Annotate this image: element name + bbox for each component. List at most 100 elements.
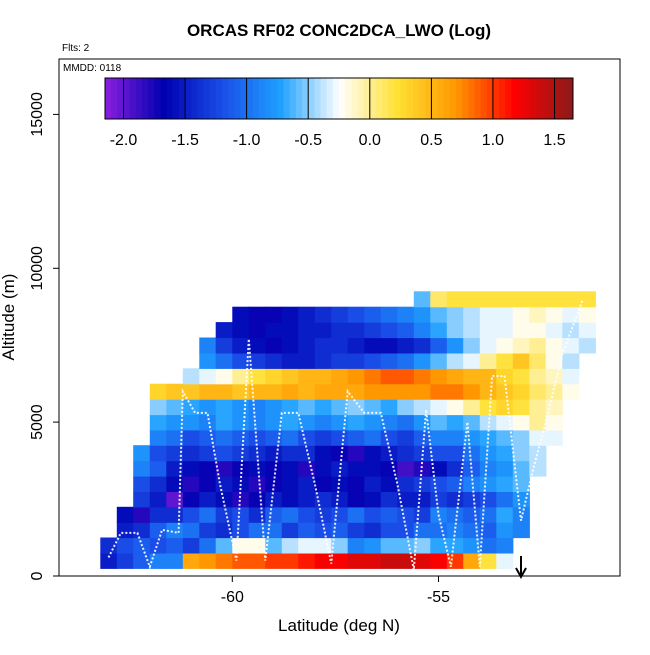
flight-track-layer [107,298,584,570]
colorbar-tick-label: -1.5 [171,132,199,149]
colorbar-segment [178,78,186,119]
heatmap-cell [182,429,200,446]
heatmap-cell [100,552,118,569]
heatmap-cell [446,491,464,508]
colorbar-segment [560,78,568,119]
heatmap-cell [430,429,448,446]
colorbar-segment [505,78,512,119]
heatmap-cell [380,491,398,508]
heatmap-cell [380,322,398,339]
heatmap-cell [364,414,382,431]
x-axis: -60 -55 [221,576,450,606]
heatmap-cell [331,337,349,354]
heatmap-cell [430,399,448,416]
heatmap-cell [182,383,200,400]
heatmap-cell [430,291,448,308]
heatmap-cell [463,414,481,431]
heatmap-cell [562,291,580,308]
heatmap-cell [397,337,415,354]
heatmap-cell [512,414,530,431]
heatmap-cell [232,399,250,416]
heatmap-cell [512,460,530,477]
chart-title: ORCAS RF02 CONC2DCA_LWO (Log) [187,21,491,40]
heatmap-cell [529,383,547,400]
heatmap-cell [314,491,332,508]
heatmap-cell [298,491,316,508]
heatmap-cell [397,306,415,323]
heatmap-cell [413,322,431,339]
heatmap-cell [512,399,530,416]
heatmap-cell [446,445,464,462]
heatmap-cell [479,322,497,339]
heatmap-cell [446,506,464,523]
heatmap-cell [512,429,530,446]
heatmap-cell [347,352,365,369]
heatmap-cell [430,306,448,323]
heatmap-cell [463,306,481,323]
heatmap-cell [248,399,266,416]
heatmap-cell [182,460,200,477]
chart-subtitle-flights: Flts: 2 [62,43,90,54]
heatmap-cell [166,460,184,477]
heatmap-cell [380,506,398,523]
heatmap-cell [397,429,415,446]
colorbar-tick-label: -2.0 [110,132,138,149]
heatmap-cell [298,429,316,446]
colorbar-segment [154,78,161,119]
heatmap-cell [182,552,200,569]
heatmap-cell [133,506,151,523]
heatmap-cell [215,414,233,431]
heatmap-cell [314,552,332,569]
heatmap-cell [380,399,398,416]
heatmap-cell [248,429,266,446]
heatmap-cell [413,552,431,569]
heatmap-cell [496,537,514,554]
heatmap-cell [215,429,233,446]
heatmap-cell [380,429,398,446]
colorbar-segment [462,78,469,119]
heatmap-cell [479,306,497,323]
heatmap-cell [133,522,151,539]
heatmap-cell [380,414,398,431]
heatmap-cell [298,306,316,323]
heatmap-cell [463,337,481,354]
heatmap-cell [199,460,217,477]
heatmap-cell [298,368,316,385]
heatmap-cell [446,429,464,446]
colorbar-segment [209,78,217,119]
heatmap-cell [265,445,283,462]
colorbar-segment [308,78,315,119]
heatmap-cell [545,306,563,323]
heatmap-cell [199,368,217,385]
heatmap-cell [463,491,481,508]
heatmap-cell [512,322,530,339]
heatmap-cell [199,383,217,400]
heatmap-cell [314,306,332,323]
heatmap-cell [364,506,382,523]
heatmap-cell [463,522,481,539]
colorbar-segment [523,78,531,119]
colorbar-tick-label: -1.0 [233,132,261,149]
heatmap-cell [199,445,217,462]
heatmap-cell [248,322,266,339]
colorbar-segment [203,78,211,119]
heatmap-cell [281,552,299,569]
heatmap-cell [199,337,217,354]
heatmap-cell [364,476,382,492]
colorbar-segment [443,78,451,119]
heatmap-cell [215,476,233,492]
heatmap-cell [512,368,530,385]
heatmap-cell [281,491,299,508]
heatmap-cell [397,476,415,492]
heatmap-cell [446,460,464,477]
heatmap-cell [265,460,283,477]
colorbar-segment [511,78,519,119]
heatmap-cell [166,383,184,400]
heatmap-cell [380,306,398,323]
heatmap-cell [512,506,530,523]
heatmap-cell [347,383,365,400]
heatmap-cell [529,352,547,369]
heatmap-cell [314,445,332,462]
heatmap-cell [364,352,382,369]
